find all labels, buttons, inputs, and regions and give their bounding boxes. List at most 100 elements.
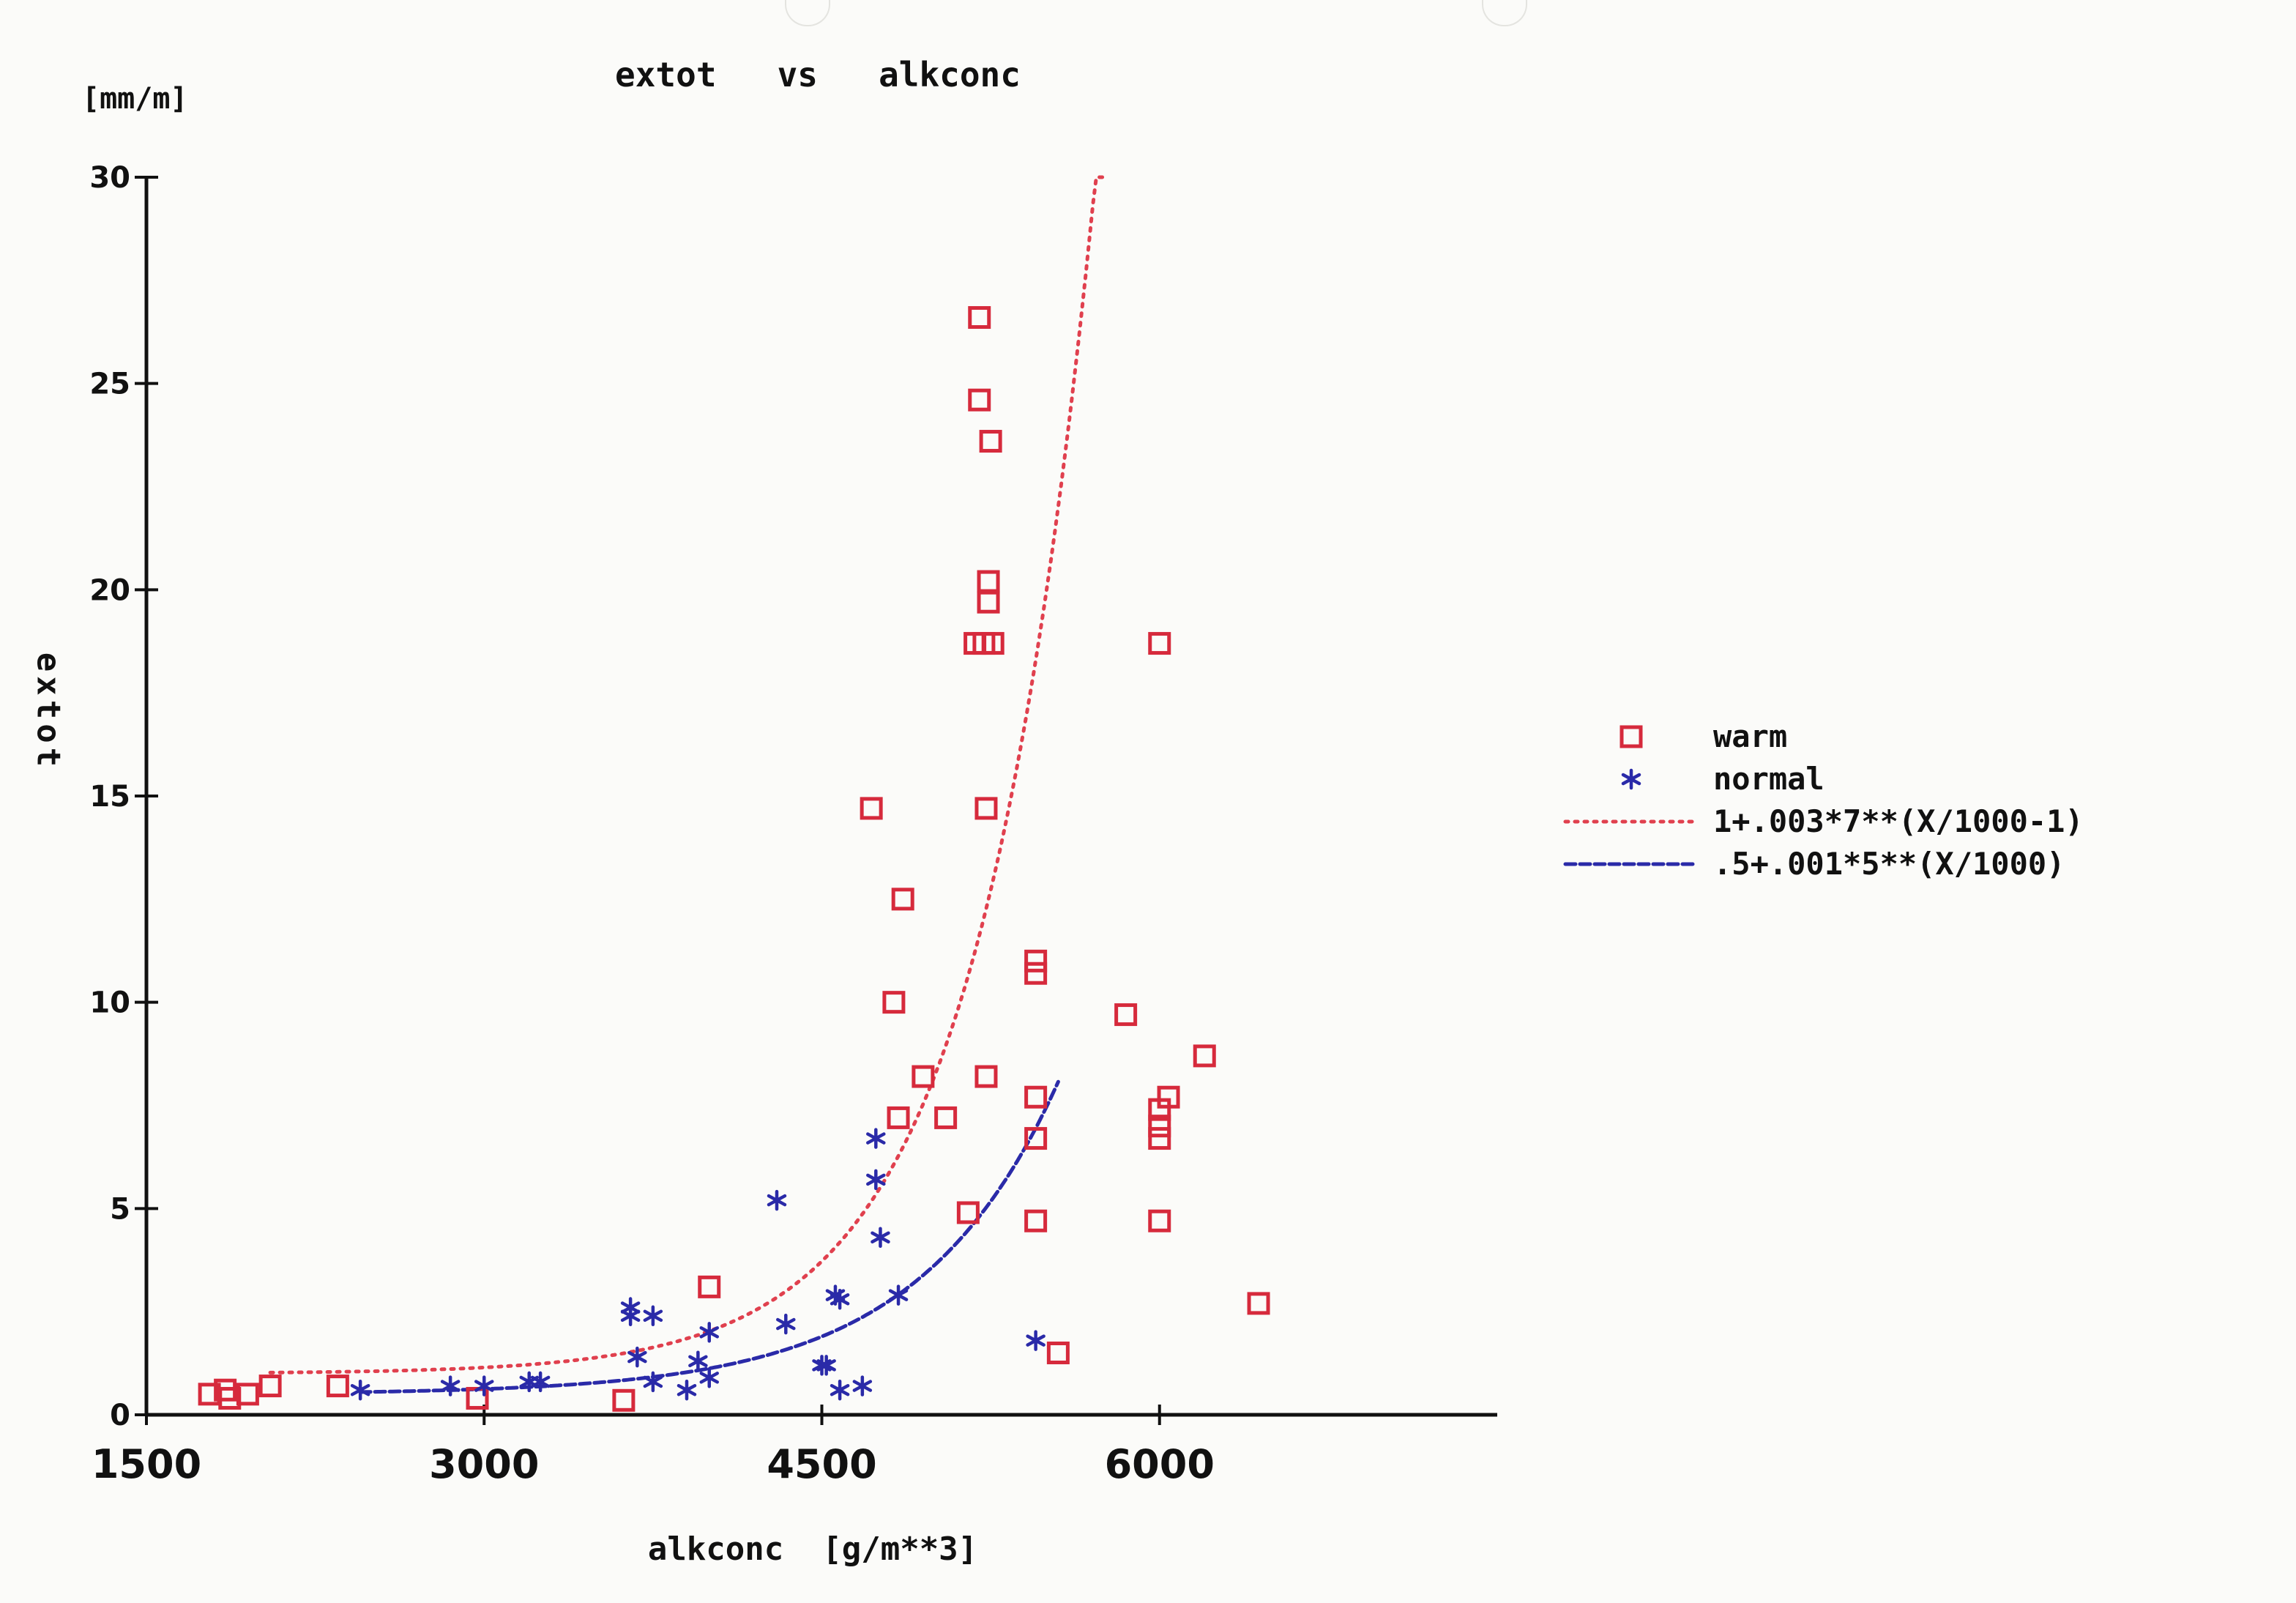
y-axis-label: extot [30,652,67,771]
asterisk-stroke [776,1317,796,1331]
point-warm [968,388,991,412]
point-warm [977,590,1000,614]
point-normal [830,1379,850,1401]
point-warm [968,306,991,330]
asterisk-stroke [866,1173,886,1186]
point-normal [866,1169,886,1191]
point-normal [676,1379,697,1401]
point-warm [891,888,914,911]
y-tick-label: 15 [89,780,130,814]
asterisk-stroke [1621,773,1641,786]
asterisk-stroke [816,1359,836,1372]
point-normal [643,1371,663,1393]
point-warm [979,430,1002,453]
point-warm [1148,632,1171,655]
legend-label-curve-1: .5+.001*5**(X/1000) [1713,846,2065,882]
point-normal [767,1189,787,1211]
chart-title: extot vs alkconc [615,55,1021,94]
x-tick-label: 3000 [429,1441,539,1487]
y-unit-label: [mm/m] [82,82,188,116]
asterisk-stroke [688,1355,708,1368]
data-points [198,306,1270,1412]
point-normal [852,1375,873,1396]
y-tick-label: 5 [110,1192,130,1226]
x-axis-label: alkconc [g/m**3] [648,1531,977,1568]
x-tick-label: 6000 [1105,1441,1215,1487]
point-normal [1026,1330,1046,1351]
point-warm [981,632,1004,655]
asterisk-stroke [627,1350,647,1364]
x-tick-label: 1500 [92,1441,201,1487]
asterisk-stroke [866,1132,886,1145]
axes: 0 5 10 15 20 25 30 1500 3000 4500 6000 [89,161,1497,1487]
y-tick-label: 30 [89,161,130,195]
point-normal [627,1346,647,1368]
point-normal [776,1313,796,1335]
point-warm [974,797,998,820]
asterisk-stroke [699,1372,719,1384]
asterisk-stroke [620,1309,641,1323]
y-tick-label: 25 [89,368,130,401]
asterisk-stroke [643,1309,663,1323]
point-normal [830,1289,850,1310]
legend-label-warm: warm [1713,718,1787,754]
point-normal [350,1379,370,1401]
y-tick-label: 10 [89,986,130,1020]
x-tick-label: 4500 [767,1441,876,1487]
asterisk-stroke [350,1383,370,1396]
point-normal [871,1227,890,1249]
asterisk-stroke [1026,1334,1046,1347]
asterisk-stroke [530,1375,551,1388]
point-warm [1024,1085,1048,1109]
point-warm [912,1065,935,1088]
asterisk-stroke [852,1380,873,1392]
y-tick-label: 20 [89,573,130,607]
point-warm [1024,949,1048,972]
point-normal [699,1322,719,1343]
point-warm [1114,1003,1138,1027]
point-warm [1148,1127,1171,1150]
point-normal [620,1305,641,1327]
asterisk-stroke [699,1326,719,1339]
legend-marker-warm [1620,725,1643,748]
y-tick-label: 0 [110,1399,130,1432]
asterisk-stroke [830,1293,850,1306]
point-normal [643,1305,663,1327]
point-normal [888,1284,909,1306]
asterisk-stroke [676,1383,697,1396]
point-warm [860,797,883,820]
point-warm [1024,962,1048,985]
point-warm [974,1065,998,1088]
point-normal [688,1350,708,1372]
asterisk-stroke [440,1380,461,1392]
point-warm [934,1106,958,1129]
asterisk-stroke [888,1289,909,1301]
point-warm [236,1383,259,1406]
point-warm [258,1375,282,1398]
point-warm [887,1106,910,1129]
asterisk-stroke [830,1383,850,1396]
legend-label-curve-0: 1+.003*7**(X/1000-1) [1713,803,2084,839]
point-normal [440,1375,461,1396]
point-warm [698,1275,721,1298]
legend-label-normal: normal [1713,761,1824,797]
point-warm [612,1388,636,1412]
asterisk-stroke [643,1375,663,1388]
point-warm [1024,1127,1048,1150]
asterisk-stroke [871,1231,890,1244]
point-warm [977,570,1000,593]
fit-curve-warm [268,175,1106,1375]
point-warm [1024,1209,1048,1232]
point-warm [1247,1292,1270,1315]
point-warm [882,991,906,1014]
legend: warm normal 1+.003*7**(X/1000-1) .5+.001*5*… [1563,718,2084,882]
asterisk-stroke [474,1380,494,1392]
asterisk-stroke [767,1194,787,1207]
point-normal [816,1355,836,1376]
point-warm [326,1375,349,1398]
point-warm [956,1201,980,1224]
point-normal [699,1367,719,1388]
point-normal [866,1128,886,1149]
point-warm [1157,1085,1180,1109]
point-normal [530,1371,551,1393]
